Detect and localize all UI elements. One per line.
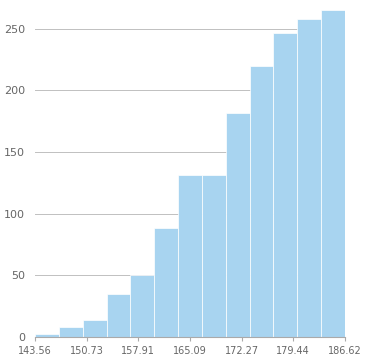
Bar xyxy=(202,175,226,337)
Bar xyxy=(130,275,154,337)
Bar xyxy=(59,327,83,337)
Bar xyxy=(35,334,59,337)
Bar xyxy=(297,19,321,337)
Bar xyxy=(83,320,107,337)
Bar xyxy=(273,32,297,337)
Bar xyxy=(321,10,345,337)
Bar xyxy=(226,113,250,337)
Bar xyxy=(250,66,273,337)
Bar xyxy=(107,294,130,337)
Bar xyxy=(178,175,202,337)
Bar xyxy=(154,228,178,337)
